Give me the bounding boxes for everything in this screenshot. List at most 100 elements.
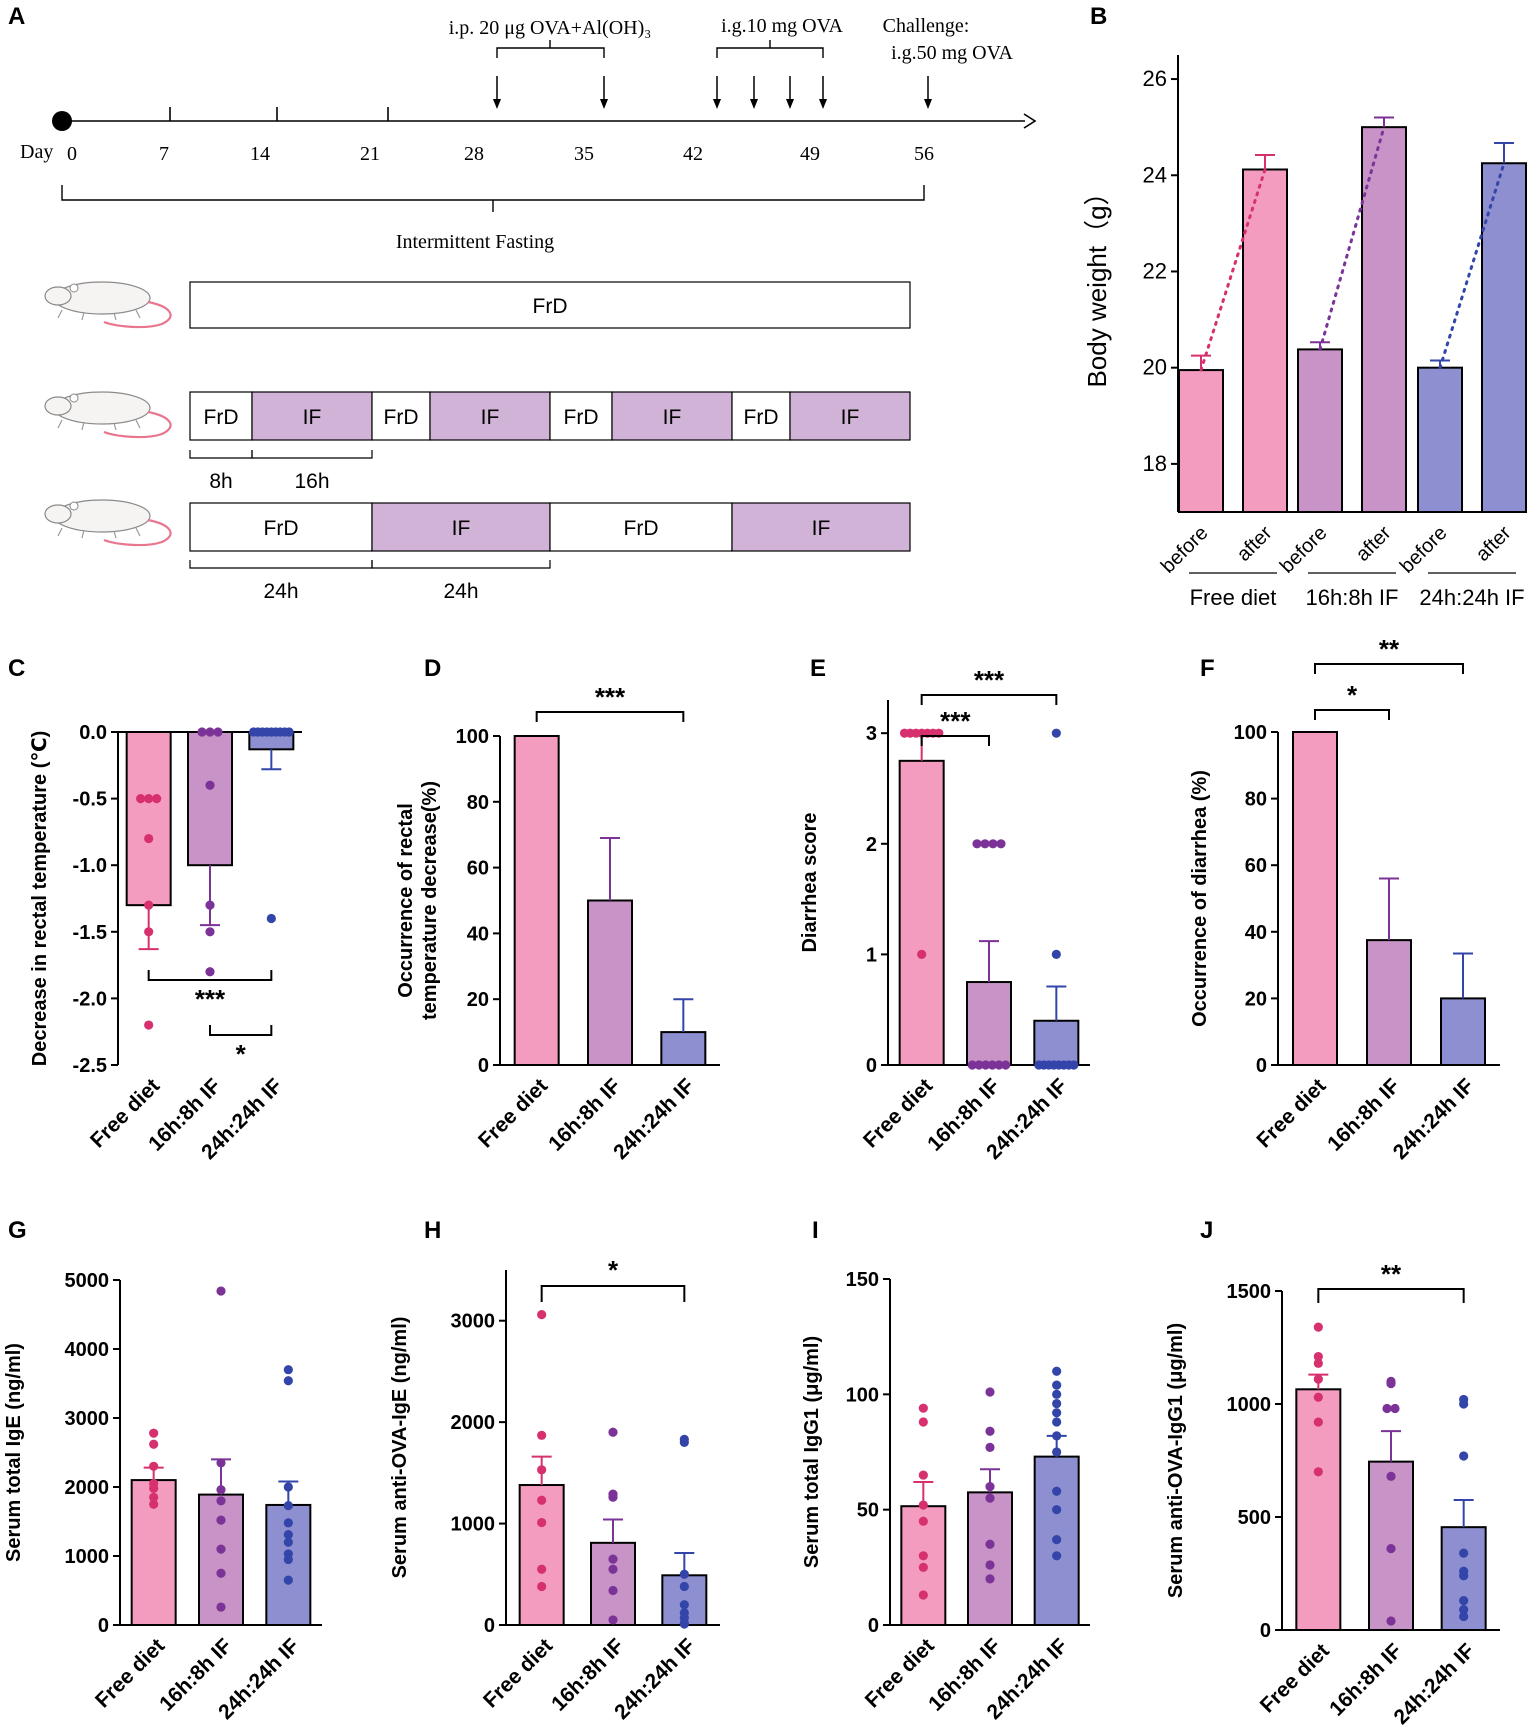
data-point [985, 1574, 995, 1584]
mouse-head [44, 286, 72, 306]
data-point [1390, 1403, 1400, 1414]
data-point [974, 1060, 984, 1070]
y-tick-label: 20 [1245, 988, 1267, 1010]
if-period-box: IF [251, 391, 373, 441]
sub-category-label: after [1472, 522, 1516, 566]
data-point [1386, 1471, 1396, 1481]
frd-box-rect [371, 391, 431, 441]
data-point [1459, 1548, 1469, 1558]
data-point [216, 1458, 226, 1468]
data-point [981, 1060, 991, 1070]
data-point [144, 1020, 154, 1030]
y-tick-label: 18 [1143, 451, 1167, 476]
data-point [266, 913, 276, 924]
panel-letter-e: E [810, 655, 826, 682]
y-tick-label: 2000 [65, 1477, 110, 1499]
y-tick-label: 1500 [1227, 1281, 1272, 1303]
y-tick-label: 0 [1260, 1620, 1271, 1642]
data-point [1386, 1379, 1396, 1389]
panel-letter-c: C [8, 655, 25, 682]
data-point [980, 839, 990, 849]
data-point [679, 1581, 689, 1592]
data-point [917, 949, 927, 959]
data-point [149, 1483, 159, 1493]
bar [125, 731, 172, 907]
dose-arrow-head [750, 99, 758, 109]
panel-a-schematic: A Day 0 7 14 21 28 35 42 49 56 i.p. 20 μg OVA+Al(OH… [8, 3, 1037, 603]
y-tick-label: 1000 [65, 1546, 110, 1568]
y-tick-label: 5000 [65, 1270, 110, 1292]
box-label: IF [663, 406, 682, 429]
fasting-label: Intermittent Fasting [396, 231, 554, 253]
panel-letter-f: F [1200, 655, 1215, 682]
data-point [149, 1499, 159, 1509]
data-point [679, 1600, 689, 1610]
if-box-rect [251, 391, 373, 441]
day-label: 49 [800, 143, 820, 165]
y-tick-label: 3000 [451, 1311, 496, 1333]
data-point [985, 1539, 995, 1549]
duration-label: 24h [443, 580, 478, 603]
y-tick-label: -0.5 [73, 789, 107, 811]
data-point [608, 1615, 618, 1625]
panel-letter-d: D [424, 655, 441, 682]
data-point [967, 1060, 977, 1070]
if-period-box: IF [731, 502, 911, 552]
y-axis-label: Occurrence of diarrhea (%) [1189, 770, 1211, 1027]
data-point [1386, 1616, 1396, 1626]
if-period-box: IF [611, 391, 733, 441]
y-tick-label: 80 [1245, 789, 1267, 811]
sub-category-label: after [1233, 522, 1277, 566]
data-point [994, 1060, 1004, 1070]
y-tick-label: -2.5 [73, 1055, 107, 1077]
timeline-arrowhead [1023, 113, 1037, 129]
panel-h: H 0 1000 2000 3000 Serum anti-OVA-IgE (ng/ml)… [389, 1217, 720, 1724]
bar [898, 759, 945, 1066]
data-point [608, 1492, 618, 1502]
data-point [918, 1403, 928, 1413]
significance-bracket [147, 970, 273, 981]
frd-box-rect [189, 281, 911, 329]
data-point [1051, 949, 1061, 959]
timeline-start-dot [52, 111, 72, 131]
day-label: 7 [159, 143, 169, 165]
bar [966, 981, 1012, 1067]
y-axis-label: Serum total IgG1 (μg/ml) [801, 1336, 823, 1568]
panel-d: D 0 20 40 60 80 100 Occurrence of rectal tempera… [395, 655, 720, 1164]
panel-c: C 0.0 -0.5 -1.0 -1.5 -2.0 -2.5 Decrease in rect… [8, 655, 302, 1164]
x-tick-label: 24h:24h IF [1389, 1074, 1479, 1164]
bar [130, 1479, 177, 1626]
significance-bracket [540, 1285, 686, 1302]
data-point [1313, 1392, 1323, 1402]
data-point [1052, 1389, 1062, 1399]
y-axis-label-line2: temperature decrease(%) [419, 781, 441, 1020]
day-label: 56 [914, 143, 934, 165]
frd-box-rect [189, 502, 373, 552]
data-point [972, 839, 982, 849]
group-label: Free diet [1190, 585, 1277, 610]
data-point [1052, 1380, 1062, 1390]
bar-after [1242, 168, 1288, 513]
ig-label: i.g.10 mg OVA [721, 15, 843, 37]
free-diet-box: FrD [549, 502, 733, 552]
data-point [144, 833, 154, 844]
data-point [149, 1439, 159, 1449]
data-point [152, 794, 162, 804]
data-point [144, 900, 154, 910]
y-tick-label: 2000 [451, 1412, 496, 1434]
panel-letter-g: G [8, 1217, 27, 1244]
data-point [216, 1485, 226, 1495]
significance-bracket [209, 1025, 273, 1036]
data-point [918, 1516, 928, 1526]
mouse-ear [69, 283, 79, 293]
data-point [679, 1569, 689, 1579]
y-tick-label: 100 [1234, 722, 1267, 744]
data-point [283, 1376, 293, 1386]
x-tick-label: Free diet [1256, 1639, 1334, 1717]
panel-g: G 0 1000 2000 3000 4000 5000 Serum total IgE (n… [3, 1217, 322, 1724]
data-point [1052, 1505, 1062, 1515]
dose-arrow-head [819, 99, 827, 109]
